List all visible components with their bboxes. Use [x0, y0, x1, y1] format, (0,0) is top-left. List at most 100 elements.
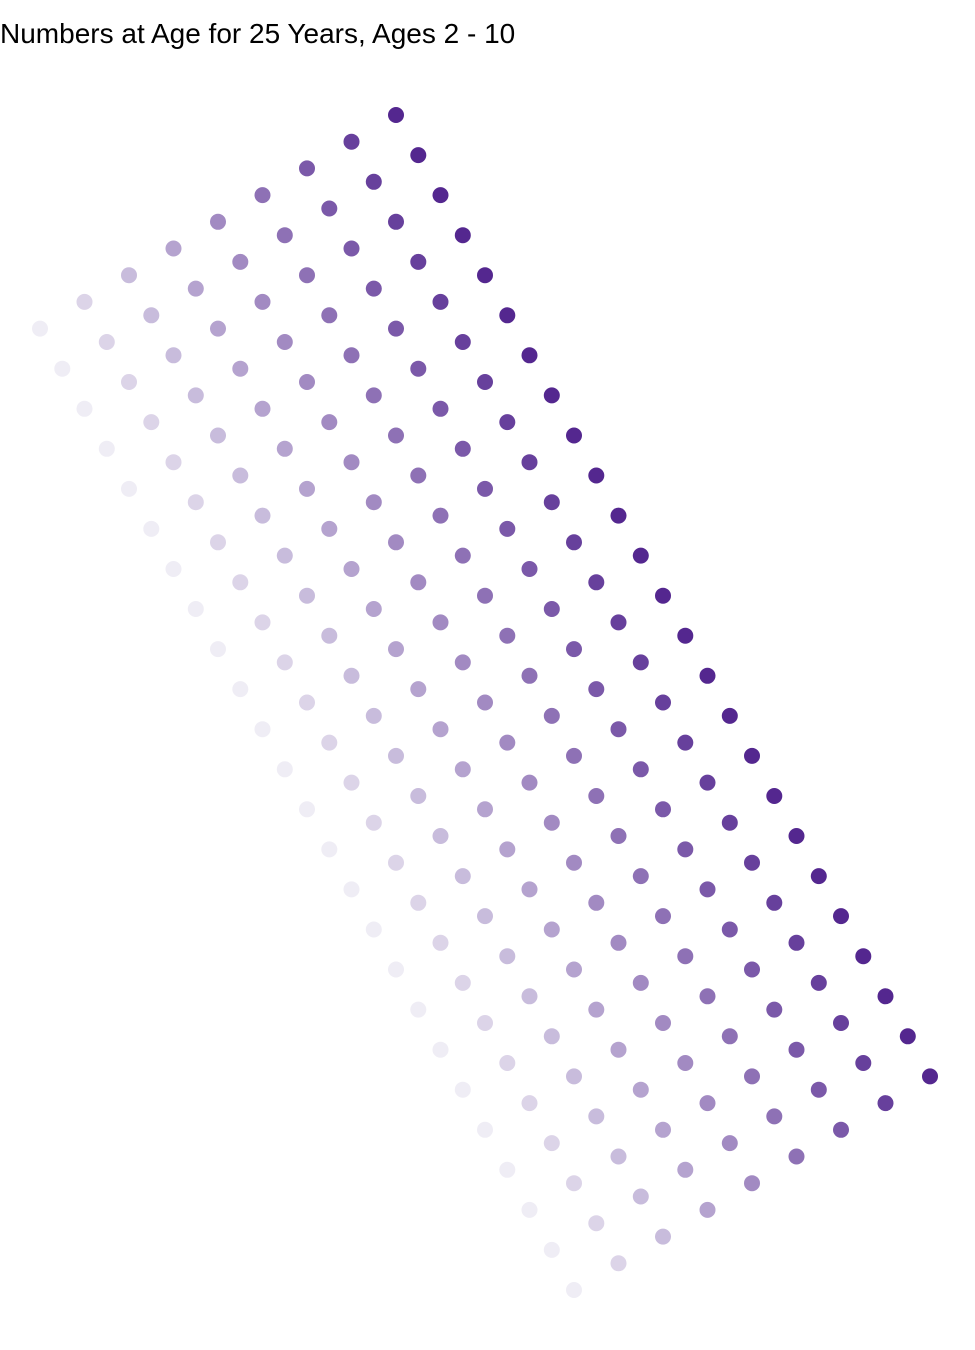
data-point-age-7-year-2 — [276, 227, 293, 244]
series-age-6 — [210, 213, 760, 1192]
data-point-age-3-year-12 — [321, 734, 338, 751]
data-point-age-9-year-1 — [343, 133, 360, 150]
data-point-age-7-year-13 — [521, 667, 538, 684]
data-point-age-6-year-19 — [610, 934, 627, 951]
data-point-age-4-year-9 — [299, 587, 315, 604]
data-point-age-8-year-22 — [766, 1001, 783, 1018]
data-point-age-6-year-20 — [632, 974, 649, 991]
data-point-age-8-year-13 — [566, 641, 582, 658]
data-point-age-6-year-21 — [655, 1015, 671, 1031]
data-point-age-5-year-24 — [677, 1161, 694, 1178]
data-point-age-3-year-14 — [365, 814, 382, 831]
data-point-age-5-year-10 — [365, 601, 382, 617]
data-point-age-10-year-11 — [610, 507, 627, 524]
data-point-age-3-year-21 — [521, 1095, 538, 1112]
data-point-age-9-year-4 — [410, 253, 427, 270]
data-point-age-10-year-21 — [833, 908, 849, 925]
data-point-age-2-year-9 — [210, 641, 226, 658]
data-point-age-3-year-25 — [610, 1255, 627, 1272]
data-point-age-8-year-4 — [365, 280, 382, 297]
data-point-age-7-year-7 — [388, 427, 404, 444]
data-point-age-6-year-16 — [543, 814, 560, 831]
data-point-age-6-year-25 — [744, 1175, 760, 1192]
data-point-age-2-year-14 — [321, 841, 338, 858]
data-point-age-2-year-16 — [365, 921, 382, 938]
data-point-age-8-year-1 — [299, 160, 315, 177]
data-point-age-5-year-1 — [165, 240, 182, 257]
data-point-age-2-year-7 — [165, 561, 182, 577]
data-point-age-3-year-17 — [432, 934, 449, 951]
data-point-age-8-year-21 — [744, 961, 760, 978]
data-point-age-8-year-24 — [810, 1081, 827, 1098]
data-point-age-9-year-5 — [432, 293, 449, 310]
data-point-age-5-year-23 — [655, 1121, 671, 1138]
data-point-age-8-year-17 — [655, 801, 671, 818]
data-point-age-3-year-11 — [299, 694, 315, 711]
data-point-age-2-year-1 — [32, 320, 48, 337]
series-age-8 — [299, 160, 849, 1138]
data-point-age-7-year-21 — [699, 988, 716, 1005]
data-point-age-9-year-18 — [721, 814, 738, 831]
data-point-age-8-year-9 — [477, 480, 493, 497]
data-point-age-4-year-21 — [566, 1068, 582, 1085]
data-point-age-9-year-19 — [744, 854, 760, 871]
data-point-age-7-year-23 — [744, 1068, 760, 1085]
series-age-10 — [388, 107, 938, 1085]
data-point-age-2-year-4 — [98, 440, 115, 457]
data-point-age-9-year-21 — [788, 934, 805, 951]
data-point-age-6-year-10 — [410, 574, 427, 591]
data-point-age-10-year-14 — [677, 627, 694, 644]
data-point-age-8-year-23 — [788, 1041, 805, 1058]
data-point-age-6-year-11 — [432, 614, 449, 631]
data-point-age-10-year-9 — [566, 427, 582, 444]
data-point-age-2-year-15 — [343, 881, 360, 898]
data-point-age-9-year-3 — [388, 213, 404, 230]
data-point-age-9-year-23 — [833, 1015, 849, 1031]
data-point-age-4-year-11 — [343, 667, 360, 684]
data-point-age-6-year-13 — [477, 694, 493, 711]
data-point-age-6-year-14 — [499, 734, 516, 751]
data-point-age-6-year-12 — [454, 654, 471, 671]
data-point-age-4-year-8 — [276, 547, 293, 564]
data-point-age-8-year-25 — [833, 1121, 849, 1138]
data-point-age-2-year-22 — [499, 1161, 516, 1178]
data-point-age-7-year-4 — [321, 307, 338, 324]
data-point-age-4-year-16 — [454, 868, 471, 885]
data-point-age-4-year-15 — [432, 828, 449, 844]
series-age-3 — [76, 293, 627, 1272]
data-point-age-6-year-5 — [299, 374, 315, 390]
data-point-age-5-year-21 — [610, 1041, 627, 1058]
data-point-age-9-year-25 — [877, 1095, 894, 1112]
data-point-age-6-year-18 — [588, 894, 605, 911]
data-point-age-3-year-13 — [343, 774, 360, 791]
data-point-age-3-year-6 — [187, 494, 204, 511]
data-point-age-2-year-21 — [477, 1121, 493, 1138]
data-point-age-2-year-24 — [543, 1241, 560, 1258]
data-point-age-7-year-3 — [299, 267, 315, 284]
data-point-age-10-year-6 — [499, 307, 516, 324]
data-point-age-3-year-20 — [499, 1055, 516, 1071]
data-point-age-5-year-8 — [321, 520, 338, 537]
data-point-age-8-year-3 — [343, 240, 360, 257]
data-point-age-9-year-7 — [477, 374, 493, 390]
data-point-age-8-year-19 — [699, 881, 716, 898]
chart-title: Numbers at Age for 25 Years, Ages 2 - 10 — [0, 18, 516, 49]
data-point-age-8-year-15 — [610, 721, 627, 738]
data-point-age-5-year-12 — [410, 681, 427, 698]
data-point-age-9-year-9 — [521, 454, 538, 471]
data-point-age-6-year-3 — [254, 293, 271, 310]
data-point-age-4-year-12 — [365, 707, 382, 724]
data-point-age-7-year-18 — [632, 868, 649, 885]
data-point-age-9-year-20 — [766, 894, 783, 911]
data-point-age-4-year-20 — [543, 1028, 560, 1045]
data-point-age-9-year-17 — [699, 774, 716, 791]
data-point-age-2-year-23 — [521, 1201, 538, 1218]
series-age-5 — [165, 240, 716, 1218]
data-point-age-7-year-1 — [254, 187, 271, 204]
data-point-age-4-year-25 — [655, 1228, 671, 1245]
data-point-age-7-year-24 — [766, 1108, 783, 1125]
data-point-age-5-year-17 — [521, 881, 538, 898]
data-point-age-9-year-13 — [610, 614, 627, 631]
data-point-age-10-year-16 — [721, 707, 738, 724]
data-point-age-3-year-15 — [388, 854, 404, 871]
